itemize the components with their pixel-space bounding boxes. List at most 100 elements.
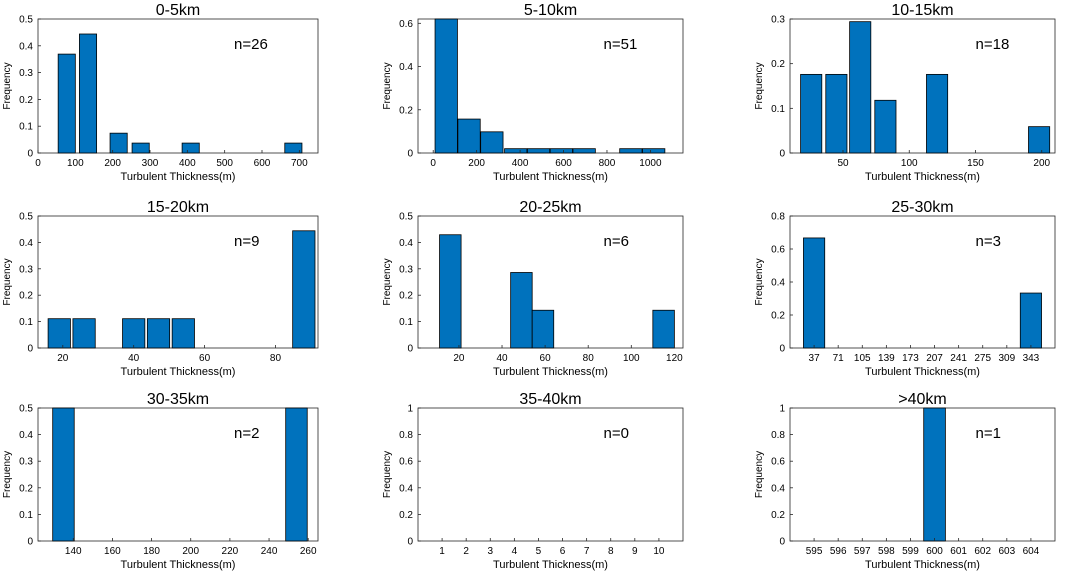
x-tick-label: 10 [653,546,665,557]
x-tick-label: 400 [512,158,529,169]
histogram-panel-6: 37 71 105 139 173 207 241 275 309 343 0 0.2 0.4 0.6 0.… [754,199,1056,378]
x-tick-label: 50 [837,158,849,169]
y-axis-label: Frequency [754,62,765,109]
y-axis-label: Frequency [2,62,13,109]
x-tick-label: 7 [584,546,590,557]
y-tick-label: 0.4 [399,483,413,494]
bar [849,21,872,154]
x-tick-label: 601 [950,546,967,557]
y-tick-label: 0.4 [399,62,413,73]
y-tick-label: 0 [407,149,413,160]
y-tick-label: 0.2 [19,483,33,494]
histogram-panel-1: 0 100 200 300 400 500 600 700 0 0.1 0.2 0.3 0.4 0.5 0-… [2,2,319,183]
y-tick-label: 0.6 [399,457,413,468]
chart-title: 10-15km [891,2,953,19]
x-tick-label: 602 [974,546,991,557]
bar [619,148,643,154]
x-tick-label: 207 [926,353,943,364]
x-tick-label: 4 [512,546,518,557]
y-tick-label: 0.4 [19,430,33,441]
x-tick-label: 9 [632,546,638,557]
histogram-panel-7: 140 160 180 200 220 240 260 0 0.1 0.2 0.3 0.4 0.5 30-… [2,391,319,571]
y-tick-label: 0 [27,537,33,548]
x-tick-label: 603 [998,546,1015,557]
bar [1028,126,1051,154]
y-tick-label: 0.2 [19,95,33,106]
sample-count-label: n=3 [976,233,1001,250]
y-tick-label: 0.1 [771,104,785,115]
x-tick-label: 60 [199,353,211,364]
y-tick-label: 0.3 [19,264,33,275]
x-axis-label: Turbulent Thickness(m) [121,171,236,183]
y-axis-label: Frequency [382,451,393,498]
x-tick-label: 100 [67,158,84,169]
bar [181,142,200,154]
y-tick-label: 0.3 [19,68,33,79]
bar [292,230,316,349]
y-tick-label: 0.2 [399,291,413,302]
x-tick-label: 600 [926,546,943,557]
histogram-panel-8: 1 2 3 4 5 6 7 8 9 10 0 0.2 0.4 0.6 0.8 1 35-40km n=0 Turbu… [382,391,684,571]
x-tick-label: 2 [463,546,469,557]
y-tick-label: 0.8 [399,430,413,441]
y-tick-label: 0 [779,537,785,548]
x-tick-label: 400 [179,158,196,169]
bar [480,131,504,154]
x-tick-label: 150 [967,158,984,169]
sample-count-label: n=6 [604,233,629,250]
x-tick-label: 71 [833,353,845,364]
x-tick-label: 120 [666,353,683,364]
y-tick-label: 0.6 [771,245,785,256]
x-tick-label: 180 [143,546,160,557]
chart-title: 25-30km [891,199,953,216]
y-tick-label: 0.4 [399,238,413,249]
y-tick-label: 0 [407,344,413,355]
x-tick-label: 200 [104,158,121,169]
bar [171,318,195,349]
y-axis-label: Frequency [382,62,393,109]
bar [926,73,949,154]
x-tick-label: 600 [555,158,572,169]
bar [284,142,303,154]
bar [652,309,675,349]
chart-title: >40km [898,391,946,408]
x-tick-label: 6 [560,546,566,557]
chart-title: 0-5km [156,2,200,19]
chart-title: 15-20km [147,199,209,216]
x-tick-label: 600 [254,158,271,169]
x-tick-label: 40 [128,353,140,364]
x-axis-label: Turbulent Thickness(m) [865,366,980,378]
x-tick-label: 37 [809,353,821,364]
bar [79,33,98,154]
bar [285,407,308,542]
x-tick-label: 595 [806,546,823,557]
y-tick-label: 0.4 [771,278,785,289]
bar [146,318,171,349]
chart-title: 30-35km [147,391,209,408]
sample-count-label: n=9 [234,233,259,250]
x-tick-label: 1 [439,546,445,557]
x-tick-label: 500 [216,158,233,169]
x-tick-label: 260 [300,546,317,557]
bar [825,73,848,154]
y-tick-label: 0.4 [19,41,33,52]
y-tick-label: 0.1 [19,510,33,521]
bar [510,272,533,349]
bar [803,237,826,349]
x-tick-label: 105 [854,353,871,364]
bar [531,309,555,349]
x-tick-label: 1000 [639,158,662,169]
y-tick-label: 0 [407,537,413,548]
sample-count-label: n=18 [976,36,1010,53]
chart-title: 20-25km [519,199,581,216]
y-tick-label: 0.1 [19,317,33,328]
y-axis-label: Frequency [382,258,393,305]
y-tick-label: 0.3 [771,15,785,26]
y-tick-label: 0.6 [771,457,785,468]
histogram-panel-5: 20 40 60 80 100 120 0 0.1 0.2 0.3 0.4 0.5 20-25km n=6… [382,199,684,378]
y-tick-label: 0 [27,149,33,160]
y-tick-label: 0.6 [399,19,413,30]
x-tick-label: 173 [902,353,919,364]
x-tick-label: 3 [487,546,493,557]
bar [504,148,528,154]
